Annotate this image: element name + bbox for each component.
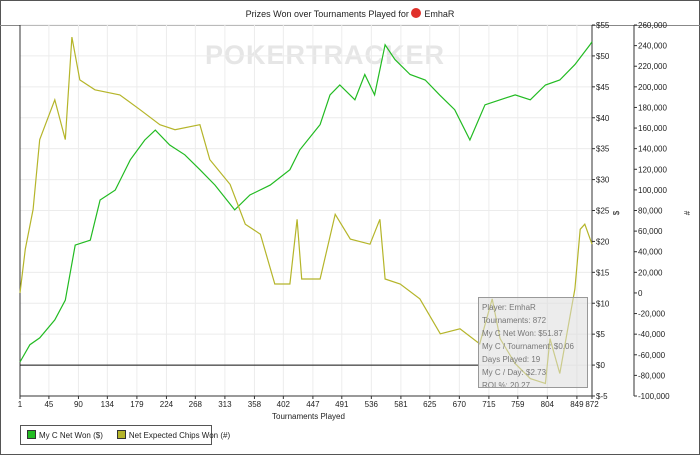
legend-swatch-olive — [116, 430, 126, 439]
tooltip-line: Player: EmhaR — [482, 303, 536, 312]
chips-axis-title: # — [683, 210, 692, 215]
chart-title: Prizes Won over Tournaments Played for E… — [0, 8, 700, 19]
x-tick-label: 625 — [423, 400, 437, 409]
chips-tick-label: 160,000 — [638, 124, 667, 133]
legend-swatch-green — [27, 430, 36, 439]
x-tick-label: 1 — [18, 400, 23, 409]
x-tick-label: 872 — [585, 400, 599, 409]
chips-tick-label: 100,000 — [638, 186, 667, 195]
legend-label: Net Expected Chips Won (#) — [128, 431, 231, 440]
x-tick-label: 90 — [74, 400, 83, 409]
x-tick-label: 849 — [570, 400, 584, 409]
x-tick-label: 536 — [365, 400, 379, 409]
summary-tooltip: Player: EmhaR Tournaments: 872 My C Net Wo… — [478, 297, 588, 388]
tooltip-line: Tournaments: 872 — [482, 316, 547, 325]
x-tick-label: 313 — [218, 400, 232, 409]
x-tick-label: 670 — [453, 400, 467, 409]
x-tick-label: 402 — [277, 400, 291, 409]
dollar-tick-label: $25 — [596, 207, 610, 216]
dollar-tick-label: $10 — [596, 299, 610, 308]
x-tick-label: 804 — [541, 400, 555, 409]
x-tick-label: 447 — [306, 400, 320, 409]
chips-tick-label: 120,000 — [638, 165, 667, 174]
chips-tick-label: 180,000 — [638, 103, 667, 112]
chips-tick-label: 240,000 — [638, 42, 667, 51]
legend: My C Net Won ($) Net Expected Chips Won … — [20, 425, 230, 445]
chips-tick-label: 60,000 — [638, 227, 663, 236]
tooltip-line: My C Net Won: $51.87 — [482, 329, 563, 338]
chips-tick-label: -80,000 — [638, 371, 666, 380]
dollar-tick-label: $35 — [596, 145, 610, 154]
x-tick-label: 45 — [44, 400, 53, 409]
chips-tick-label: 0 — [638, 289, 643, 298]
dollar-tick-label: $0 — [596, 361, 605, 370]
tooltip-line: My C / Day: $2.73 — [482, 368, 547, 377]
x-tick-label: 224 — [160, 400, 174, 409]
legend-item-expected-chips[interactable]: Net Expected Chips Won (#) — [116, 430, 231, 440]
dollar-tick-label: $5 — [596, 330, 605, 339]
legend-item-net-won[interactable]: My C Net Won ($) — [27, 430, 103, 440]
chips-tick-label: 140,000 — [638, 145, 667, 154]
chips-tick-label: 220,000 — [638, 62, 667, 71]
chips-tick-label: 80,000 — [638, 207, 663, 216]
chips-tick-label: -20,000 — [638, 310, 666, 319]
dollar-tick-label: $30 — [596, 176, 610, 185]
tooltip-line: ROI %: 20.27 — [482, 381, 531, 388]
x-tick-label: 268 — [189, 400, 203, 409]
chips-tick-label: -40,000 — [638, 330, 666, 339]
x-tick-label: 491 — [335, 400, 349, 409]
x-tick-label: 759 — [511, 400, 525, 409]
tooltip-line: My C / Tournament: $0.06 — [482, 342, 574, 351]
x-tick-label: 358 — [248, 400, 262, 409]
dollar-tick-label: $45 — [596, 83, 610, 92]
chips-tick-label: 200,000 — [638, 83, 667, 92]
dollar-tick-label: $55 — [596, 21, 610, 30]
legend-label: My C Net Won ($) — [39, 431, 103, 440]
x-tick-label: 581 — [394, 400, 408, 409]
x-tick-label: 179 — [130, 400, 144, 409]
x-axis-label: Tournaments Played — [272, 412, 345, 421]
chips-tick-label: -100,000 — [638, 392, 670, 401]
chips-tick-label: 40,000 — [638, 248, 663, 257]
dollar-tick-label: $40 — [596, 114, 610, 123]
chips-tick-label: -60,000 — [638, 351, 666, 360]
dollar-tick-label: $50 — [596, 52, 610, 61]
tooltip-line: Days Played: 19 — [482, 355, 541, 364]
dollar-tick-label: $15 — [596, 268, 610, 277]
series-line-net-won — [19, 41, 593, 363]
x-tick-label: 134 — [101, 400, 115, 409]
chips-tick-label: 20,000 — [638, 268, 663, 277]
player-name: EmhaR — [424, 9, 455, 19]
dollar-tick-label: $20 — [596, 237, 610, 246]
chips-tick-label: 260,000 — [638, 21, 667, 30]
title-text: Prizes Won over Tournaments Played for — [245, 9, 409, 19]
player-site-icon — [411, 8, 422, 18]
dollar-tick-label: $-5 — [596, 392, 608, 401]
dollar-axis-title: $ — [612, 210, 621, 215]
pokertracker-watermark: POKERTRACKER — [205, 40, 446, 70]
x-tick-label: 715 — [482, 400, 496, 409]
